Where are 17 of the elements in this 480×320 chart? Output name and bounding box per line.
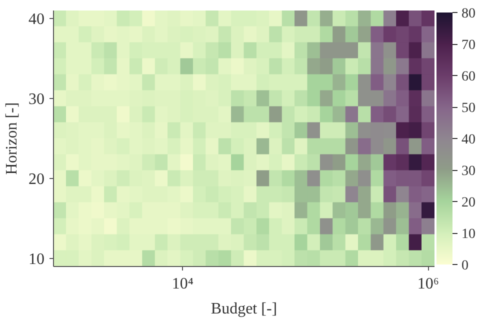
y-tick-label: 40 — [28, 11, 44, 28]
color-bar-label: 80 — [462, 6, 476, 22]
color-bar-label: 0 — [462, 258, 468, 274]
color-bar-label: 60 — [462, 70, 476, 84]
y-axis-title: Horizon [-] — [4, 102, 20, 175]
color-bar-label: 30 — [462, 164, 476, 179]
x-axis-title: Budget [-] — [210, 300, 278, 318]
y-tick-label: 30 — [28, 91, 44, 108]
color-bar-label: 40 — [462, 132, 476, 148]
color-bar-label: 20 — [462, 196, 476, 210]
y-tick-label: 20 — [28, 171, 44, 188]
color-bar-label: 10 — [462, 227, 476, 242]
y-tick-label: 10 — [28, 251, 44, 268]
color-bar-label: 50 — [462, 101, 476, 116]
x-tick-label: 10⁶ — [417, 276, 439, 292]
x-tick-label: 10⁴ — [172, 276, 194, 292]
color-bar-label: 70 — [462, 38, 476, 53]
